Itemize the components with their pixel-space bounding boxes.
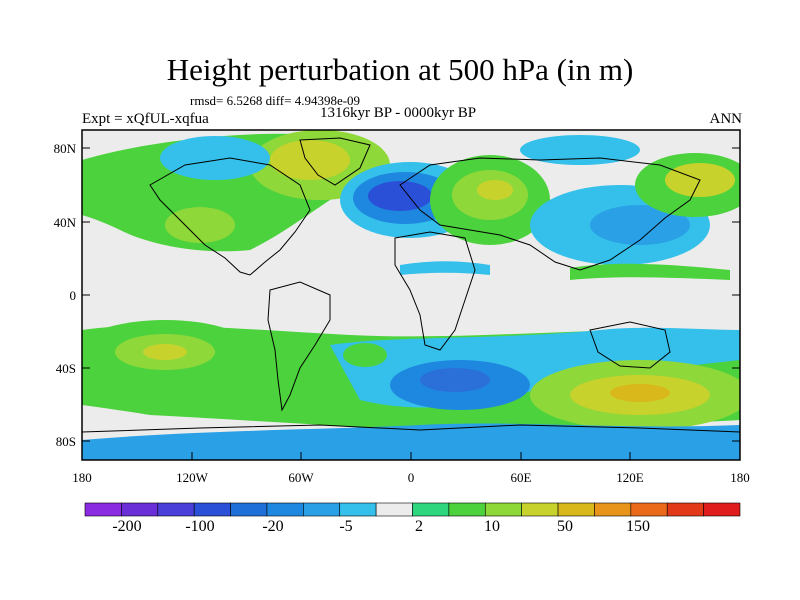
experiment-label: Expt = xQfUL-xqfua	[82, 111, 209, 127]
coastlines	[82, 137, 740, 433]
colorbar-swatch	[630, 502, 668, 517]
lat-label-40n: 40N	[53, 215, 76, 230]
colorbar-label: -20	[262, 518, 284, 535]
colorbar-swatch	[157, 502, 195, 517]
lat-label-0: 0	[69, 288, 77, 303]
lat-label-40s: 40S	[55, 361, 76, 376]
colorbar-swatch	[230, 502, 268, 517]
colorbar-label: 50	[557, 518, 573, 535]
lon-label-120w: 120W	[176, 470, 208, 485]
colorbar-swatch	[484, 502, 522, 517]
colorbar-label: 2	[415, 518, 423, 535]
lon-label-180w: 180	[72, 470, 92, 485]
lat-ticks	[82, 147, 740, 442]
season-label: ANN	[709, 111, 743, 127]
colorbar-swatch	[266, 502, 304, 517]
colorbar-swatch	[303, 502, 341, 517]
colorbar-label: -5	[339, 518, 353, 535]
colorbar-label: 10	[484, 518, 500, 535]
colorbar-label: -200	[112, 518, 142, 535]
colorbar-swatch	[193, 502, 231, 517]
lat-label-80n: 80N	[53, 141, 76, 156]
lon-label-120e: 120E	[616, 470, 644, 485]
lon-ticks	[81, 452, 741, 460]
colorbar-swatch	[339, 502, 377, 517]
colorbar-swatch	[84, 502, 122, 517]
lon-label-60e: 60E	[510, 470, 532, 485]
colorbar-swatch	[521, 502, 559, 517]
map-field	[82, 130, 740, 460]
colorbar	[84, 502, 741, 517]
colorbar-label: -100	[185, 518, 215, 535]
lat-label-80s: 80S	[55, 434, 76, 449]
lon-label-60w: 60W	[288, 470, 314, 485]
colorbar-label: 150	[626, 518, 650, 535]
colorbar-swatch	[375, 502, 413, 517]
rmsd-label: rmsd= 6.5268 diff= 4.94398e-09	[190, 93, 361, 108]
colorbar-swatch	[594, 502, 632, 517]
colorbar-swatch	[666, 502, 704, 517]
colorbar-swatch	[121, 502, 159, 517]
colorbar-swatch	[448, 502, 486, 517]
colorbar-swatch	[703, 502, 741, 517]
colorbar-swatch	[412, 502, 450, 517]
chart-title: Height perturbation at 500 hPa (in m)	[166, 52, 634, 87]
colorbar-swatch	[557, 502, 595, 517]
lon-label-0: 0	[407, 470, 415, 485]
period-label: 1316kyr BP - 0000kyr BP	[320, 105, 477, 121]
lon-label-180e: 180	[730, 470, 750, 485]
